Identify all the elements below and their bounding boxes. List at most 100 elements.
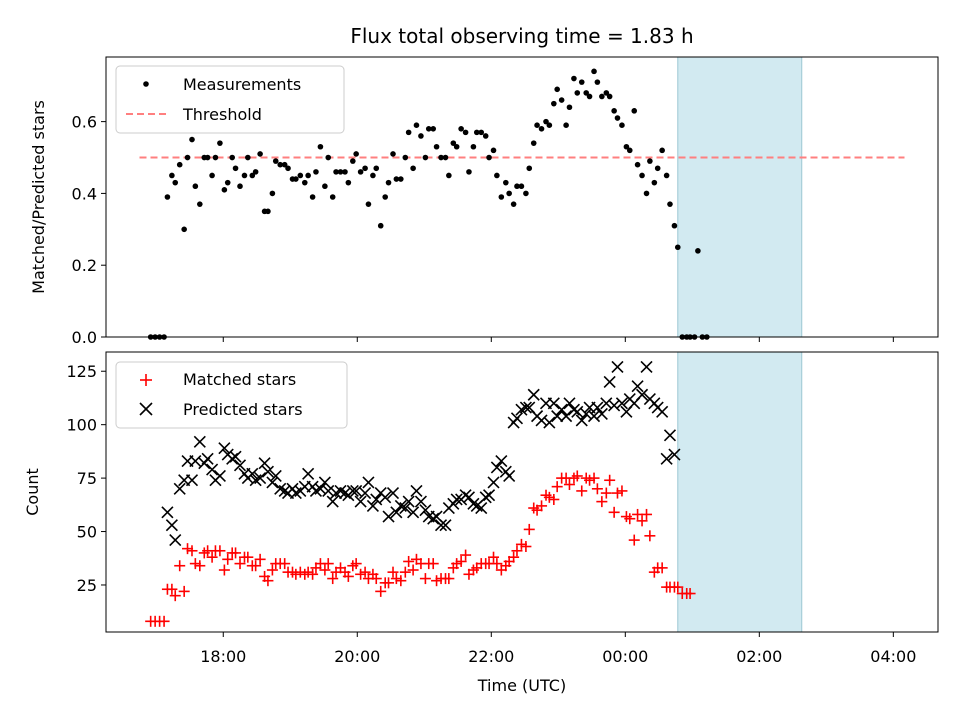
measurement-point <box>546 122 553 129</box>
predicted-stars-point <box>399 501 412 515</box>
predicted-stars-point <box>346 484 359 497</box>
top-y-axis-label: Matched/Predicted stars <box>29 100 48 294</box>
top-y-tick-label: 0.2 <box>72 256 97 275</box>
measurement-point <box>659 147 665 154</box>
measurement-point <box>623 143 630 150</box>
predicted-stars-point <box>165 519 178 532</box>
measurement-point <box>482 133 489 139</box>
predicted-stars-point <box>450 493 463 506</box>
predicted-stars-point <box>663 429 677 442</box>
measurement-point <box>667 201 673 207</box>
predicted-stars-point <box>560 410 573 423</box>
matched-stars-point <box>672 581 684 593</box>
matched-stars-point <box>359 566 371 578</box>
matched-stars-point <box>431 575 443 587</box>
measurement-point <box>486 154 492 161</box>
predicted-stars-point <box>439 519 452 532</box>
predicted-stars-point <box>595 407 608 421</box>
measurement-point <box>333 169 339 175</box>
measurement-point <box>446 172 452 179</box>
matched-stars-point <box>543 491 555 503</box>
measurement-point <box>571 75 577 82</box>
measurement-point <box>430 125 437 132</box>
measurement-point <box>370 172 376 179</box>
measurement-point <box>695 248 701 254</box>
measurement-point <box>494 172 500 179</box>
matched-stars-point <box>600 487 612 499</box>
measurement-point <box>591 68 597 75</box>
predicted-stars-point <box>600 397 613 410</box>
matched-stars-point <box>511 545 523 557</box>
predicted-stars-point <box>615 397 629 410</box>
matched-stars-point <box>342 570 354 582</box>
measurement-point <box>586 93 593 100</box>
predicted-stars-point <box>543 416 556 429</box>
measurement-point <box>192 183 199 190</box>
measurement-point <box>265 208 271 215</box>
measurement-point <box>301 179 308 186</box>
matched-stars-point <box>455 555 467 567</box>
measurement-point <box>293 176 299 182</box>
matched-stars-point <box>319 564 331 576</box>
matched-stars-point <box>656 562 668 574</box>
measurement-point <box>224 179 231 186</box>
top-y-tick-label: 0.6 <box>72 113 97 132</box>
predicted-stars-point <box>591 401 604 414</box>
predicted-stars-point <box>608 399 621 412</box>
matched-stars-point <box>194 560 206 572</box>
measurement-point <box>442 154 449 161</box>
measurement-point <box>558 97 565 103</box>
matched-stars-point <box>218 564 230 576</box>
measurement-point <box>189 136 195 143</box>
matched-stars-point <box>174 560 186 572</box>
measurement-point <box>398 176 404 182</box>
predicted-stars-point <box>571 405 584 418</box>
bot-y-tick-label: 125 <box>66 362 97 381</box>
measurement-point <box>543 118 549 125</box>
matched-stars-point <box>355 568 367 580</box>
predicted-stars-point <box>169 534 182 547</box>
predicted-stars-point <box>226 452 239 465</box>
matched-stars-point <box>427 558 439 570</box>
measurement-point <box>626 147 633 154</box>
matched-stars-point <box>576 485 588 497</box>
measurement-point <box>563 122 569 129</box>
measurement-point <box>651 179 658 186</box>
measurement-point <box>181 226 187 233</box>
measurement-point <box>373 165 380 172</box>
matched-stars-point <box>584 474 596 486</box>
measurements-legend-marker <box>143 81 149 87</box>
measurement-point <box>458 125 464 132</box>
measurement-point <box>353 151 359 157</box>
measurement-point <box>277 161 284 168</box>
measurement-point <box>551 100 557 107</box>
measurement-point <box>272 158 279 164</box>
measurement-point <box>425 125 432 132</box>
bottom-legend-box <box>115 361 348 429</box>
measurement-point <box>176 161 183 168</box>
measurement-point <box>566 104 573 111</box>
measurements-series <box>147 68 710 340</box>
predicted-stars-point <box>354 495 367 508</box>
predicted-stars-point <box>386 487 400 500</box>
matched-stars-point <box>684 588 696 600</box>
predicted-stars-point <box>475 501 488 515</box>
measurement-point <box>350 158 356 164</box>
predicted-stars-point <box>555 403 568 416</box>
measurement-point <box>221 187 228 193</box>
predicted-stars-point <box>314 482 327 495</box>
predicted-stars-point <box>370 493 383 506</box>
predicted-stars-point <box>201 452 214 465</box>
matched-stars-point <box>186 545 198 557</box>
matched-stars-point <box>491 558 503 570</box>
measurement-point <box>169 172 175 179</box>
measurement-point <box>297 172 304 179</box>
predicted-stars-point <box>246 467 259 480</box>
measurement-point <box>322 183 328 190</box>
measurement-point <box>647 158 653 164</box>
matched-stars-point <box>214 545 226 557</box>
measurement-point <box>217 140 223 146</box>
predicted-stars-point <box>261 465 274 478</box>
matched-stars-point <box>307 568 319 580</box>
predicted-stars-point <box>635 388 649 401</box>
